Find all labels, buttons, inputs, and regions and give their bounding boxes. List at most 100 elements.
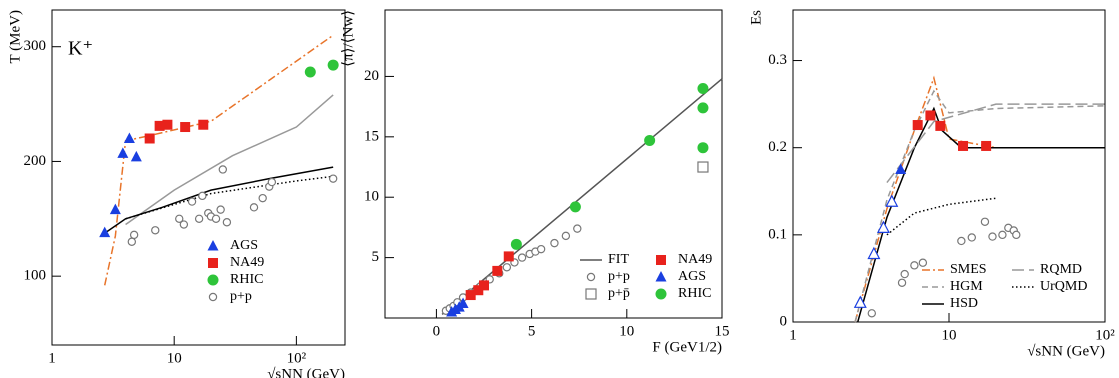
point [492,265,503,276]
point [912,120,923,131]
x-axis-label: √sNN (GeV) [1027,343,1105,359]
point [222,218,232,227]
point [207,240,219,251]
point [258,193,267,203]
point [1012,230,1021,240]
y-tick-label: 100 [24,268,47,284]
y-tick-label: 0.2 [768,139,787,155]
x-tick-label: 0 [433,323,441,339]
legend-label: HGM [950,279,983,294]
curve [103,34,334,286]
plot-frame [51,9,346,346]
point [144,133,155,144]
x-tick-label: 15 [715,323,730,339]
point [208,258,218,268]
point [211,214,221,224]
point [151,226,160,235]
point [465,290,476,301]
plot-frame [384,9,723,319]
curve [854,75,1105,323]
point [457,297,469,309]
point [644,134,656,146]
y-axis-label: T (MeV) [7,10,23,63]
curve [125,175,334,220]
point [925,110,936,121]
point [510,238,522,250]
x-tick-label: 10² [287,350,307,366]
y-tick-label: 200 [24,153,47,169]
point [918,258,928,267]
point [198,119,209,130]
point [162,119,173,130]
curve [125,94,334,226]
y-tick-label: 5 [372,249,380,265]
annotation: K⁺ [68,38,93,60]
legend-label: AGS [678,269,706,284]
x-tick-label: 1 [48,350,56,366]
legend-label: HSD [950,296,978,311]
point [473,285,484,296]
point [517,253,527,262]
y-axis-label: Es [748,10,764,25]
legend-label: NA49 [230,255,264,270]
y-tick-label: 0.3 [768,52,787,68]
point [304,66,316,78]
point [216,205,225,214]
y-tick-label: 300 [24,38,47,54]
y-tick-label: 20 [364,68,379,84]
x-tick-label: 10 [942,327,957,343]
point [503,251,514,262]
legend-label: FIT [608,252,629,267]
y-axis-label: ⟨π⟩/⟨Nw⟩ [340,10,356,67]
point [179,220,189,229]
legend-label: RHIC [230,272,263,287]
point [935,120,946,131]
point [655,288,667,300]
point [910,261,919,270]
point [175,214,184,224]
point [988,232,997,241]
point [697,102,709,114]
x-tick-label: 1 [789,327,797,343]
point [327,59,339,71]
point [897,278,907,287]
point [127,237,137,246]
point [853,295,867,308]
curve [854,89,1106,323]
point [697,83,709,95]
point [900,269,909,279]
curve [886,197,997,236]
x-tick-label: 10 [619,323,634,339]
point [187,197,197,206]
point [573,224,582,233]
curve [441,78,723,315]
y-tick-label: 15 [364,128,379,144]
x-axis-label: F (GeV1/2) [652,339,722,355]
point [536,244,546,254]
curve [886,103,1105,184]
point [129,230,139,240]
point [585,288,597,300]
legend-label: RHIC [678,286,711,301]
point [561,231,571,241]
point [130,150,142,162]
point [981,140,992,151]
point [550,238,559,248]
point [569,201,581,213]
point [328,174,338,183]
point [586,272,596,282]
legend-label: NA49 [678,252,712,267]
point [867,246,881,260]
point [180,122,191,133]
legend-label: SMES [950,262,987,277]
curve [100,166,334,237]
point [99,226,111,238]
point [697,161,709,173]
y-tick-label: 0 [780,313,788,329]
legend-label: p+p [230,289,252,304]
x-tick-label: 5 [528,323,536,339]
point [218,165,228,174]
point [998,230,1007,240]
point [958,140,969,151]
